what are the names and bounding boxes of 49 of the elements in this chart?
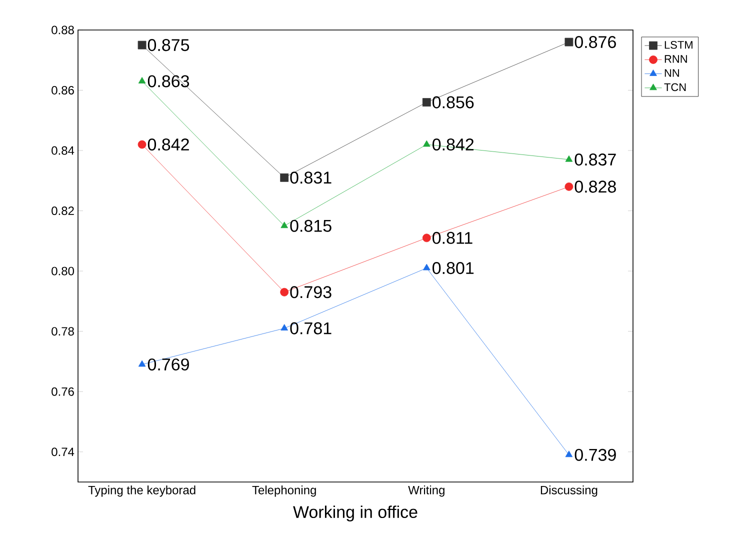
data-label: 0.811: [432, 232, 472, 244]
x-axis-title: Working in office: [293, 506, 418, 522]
point: [280, 288, 289, 296]
point: [422, 264, 430, 270]
point: [138, 140, 146, 149]
y-tick-label: 0.76: [52, 387, 74, 396]
data-label: 0.856: [432, 96, 474, 108]
data-label: 0.842: [432, 138, 474, 151]
y-tick-label: 0.74: [52, 448, 74, 456]
point: [565, 450, 573, 458]
point: [280, 173, 289, 182]
data-label: 0.801: [432, 262, 474, 274]
y-tick-label: 0.78: [52, 327, 74, 336]
data-label: 0.793: [290, 286, 332, 298]
data-label: 0.842: [148, 138, 189, 151]
x-tick-label: Writing: [408, 486, 444, 497]
point: [280, 324, 288, 331]
legend-label: TCN: [664, 83, 686, 92]
data-label: 0.876: [574, 36, 616, 48]
x-tick-label: Discussing: [540, 486, 598, 497]
data-label: 0.875: [148, 39, 190, 52]
data-label: 0.837: [574, 154, 616, 166]
data-label: 0.739: [574, 448, 616, 461]
y-tick-label: 0.82: [52, 206, 74, 216]
x-tick-label: Typing the keyborad: [88, 486, 196, 497]
legend-label: RNN: [664, 55, 687, 63]
data-label: 0.863: [148, 75, 190, 88]
point: [422, 234, 431, 242]
point: [564, 182, 574, 191]
data-label: 0.828: [574, 180, 616, 193]
point: [138, 77, 146, 84]
point: [138, 40, 146, 50]
legend-label: NN: [664, 69, 679, 77]
point: [564, 38, 574, 46]
data-label: 0.781: [290, 322, 332, 334]
point: [565, 155, 573, 162]
data-label: 0.831: [290, 172, 332, 184]
point: [138, 360, 146, 367]
point: [422, 140, 430, 147]
y-tick-label: 0.88: [52, 26, 74, 34]
point: [422, 98, 431, 107]
legend-label: LSTM: [664, 40, 692, 49]
data-label: 0.769: [148, 358, 189, 370]
y-tick-label: 0.84: [52, 146, 74, 155]
x-tick-label: Telephoning: [252, 486, 316, 497]
y-tick-label: 0.86: [52, 86, 74, 94]
point: [280, 222, 288, 228]
y-tick-label: 0.80: [52, 266, 74, 276]
data-label: 0.815: [290, 220, 332, 232]
